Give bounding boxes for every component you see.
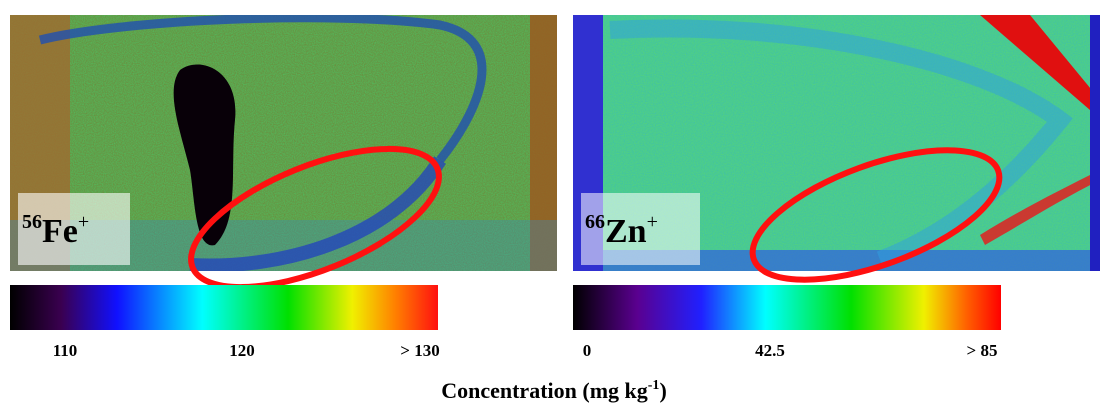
- label-box: [581, 193, 700, 265]
- colorbar-tick-label: > 130: [400, 341, 439, 360]
- highlight-ellipse: [749, 147, 1003, 283]
- colorbar-tick-label: 120: [229, 341, 255, 360]
- element-label: 56Fe+: [22, 211, 89, 250]
- caption-text: Concentration (mg kg: [441, 378, 648, 403]
- caption-exponent: -1: [648, 378, 660, 393]
- symbol: Fe: [42, 213, 78, 250]
- colorbar: [573, 285, 1001, 330]
- charge: +: [647, 211, 658, 233]
- caption: Concentration (mg kg-1): [441, 378, 667, 403]
- charge: +: [78, 211, 89, 233]
- zn-map: [573, 15, 1100, 271]
- label-box: [18, 193, 130, 265]
- element-label: 66Zn+: [585, 211, 658, 250]
- colorbar-tick-label: > 85: [967, 341, 998, 360]
- mass-number: 66: [585, 211, 605, 233]
- symbol: Zn: [605, 213, 647, 250]
- colorbar-tick-label: 42.5: [755, 341, 785, 360]
- colorbar: [10, 285, 438, 330]
- colorbar-tick-label: 110: [53, 341, 78, 360]
- caption-close: ): [659, 378, 666, 403]
- highlight-ellipse: [188, 145, 442, 291]
- colorbar-tick-label: 0: [583, 341, 592, 360]
- mass-number: 56: [22, 211, 42, 233]
